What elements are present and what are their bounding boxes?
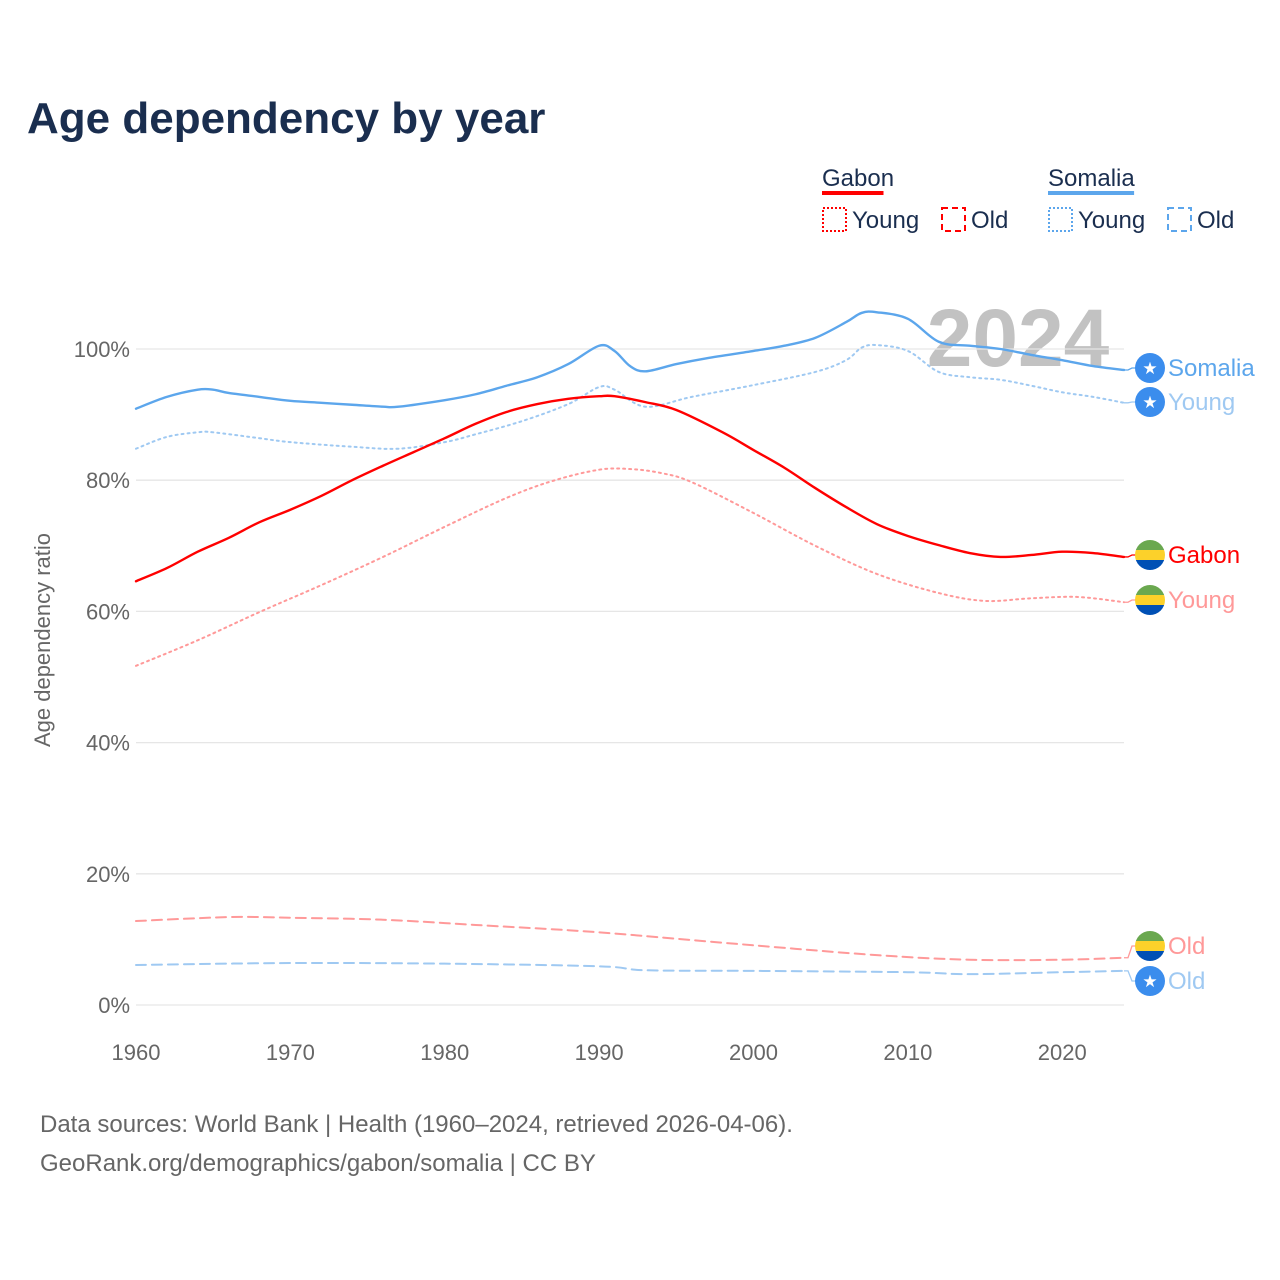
series-line-gabon-old [135,915,1125,962]
label-leader-line [1124,599,1136,603]
end-label-gabon: Gabon [1168,542,1240,569]
legend-title-gabon[interactable]: Gabon [822,165,894,192]
svg-text:★: ★ [1142,393,1157,412]
source-line: Data sources: World Bank | Health (1960–… [40,1111,793,1138]
legend-underline [1048,191,1135,195]
label-leader-line [1124,554,1136,558]
end-label-somalia: Somalia [1168,355,1255,382]
legend-swatch-young-icon [822,207,847,232]
legend-underline [822,191,884,195]
legend-swatch-old-icon [1167,207,1192,232]
legend-item-somalia-young[interactable]: Young [1078,207,1145,234]
svg-text:★: ★ [1142,972,1157,991]
year-watermark: 2024 [927,293,1110,384]
end-label-somalia-old: Old [1168,968,1205,995]
series-line-gabon [134,394,1126,583]
y-tick-label: 0% [98,993,130,1018]
chart-title: Age dependency by year [27,94,545,143]
legend-swatch-old-icon [941,207,966,232]
somalia-flag-icon: ★ [1135,966,1165,996]
end-label-gabon-old: Old [1168,933,1205,960]
gridlines [136,348,1124,1006]
x-tick-label: 1960 [112,1040,161,1065]
label-leader-line [1124,970,1136,982]
legend-item-gabon-old[interactable]: Old [971,207,1008,234]
gabon-flag-icon [1135,540,1165,570]
x-tick-label: 1970 [266,1040,315,1065]
label-leader-line [1124,401,1136,404]
series-line-somalia [134,310,1126,410]
attribution-line: GeoRank.org/demographics/gabon/somalia |… [40,1150,596,1177]
label-leader-line [1124,367,1136,371]
y-tick-label: 20% [86,862,130,887]
legend-swatch-young-icon [1048,207,1073,232]
legend-item-somalia-old[interactable]: Old [1197,207,1234,234]
end-label-gabon-young: Young [1168,587,1235,614]
series-line-gabon-young [135,467,1125,667]
y-tick-label: 60% [86,599,130,624]
somalia-flag-icon: ★ [1135,387,1165,417]
end-label-somalia-young: Young [1168,389,1235,416]
series-line-somalia-young [135,343,1125,450]
series-end-labels: ★ Somalia ★ Young Gabon Young Old ★ Old [1124,353,1255,996]
x-tick-label: 1980 [420,1040,469,1065]
y-tick-label: 40% [86,731,130,756]
series-line-somalia-old [135,961,1125,976]
x-axis-ticks: 1960 1970 1980 1990 2000 2010 2020 [112,1040,1087,1065]
y-axis-ticks: 0% 20% 40% 60% 80% 100% [74,337,130,1018]
y-tick-label: 80% [86,468,130,493]
gabon-flag-icon [1135,931,1165,961]
series-lines [134,310,1126,976]
x-tick-label: 2010 [883,1040,932,1065]
somalia-flag-icon: ★ [1135,353,1165,383]
x-tick-label: 2000 [729,1040,778,1065]
legend: Gabon Young Old Somalia Young Old [822,165,1234,234]
gabon-flag-icon [1135,585,1165,615]
legend-title-somalia[interactable]: Somalia [1048,165,1135,192]
legend-item-gabon-young[interactable]: Young [852,207,919,234]
x-tick-label: 1990 [575,1040,624,1065]
x-tick-label: 2020 [1038,1040,1087,1065]
svg-text:★: ★ [1142,359,1157,378]
y-axis-label: Age dependency ratio [30,533,55,747]
label-leader-line [1124,945,1136,959]
y-tick-label: 100% [74,337,130,362]
